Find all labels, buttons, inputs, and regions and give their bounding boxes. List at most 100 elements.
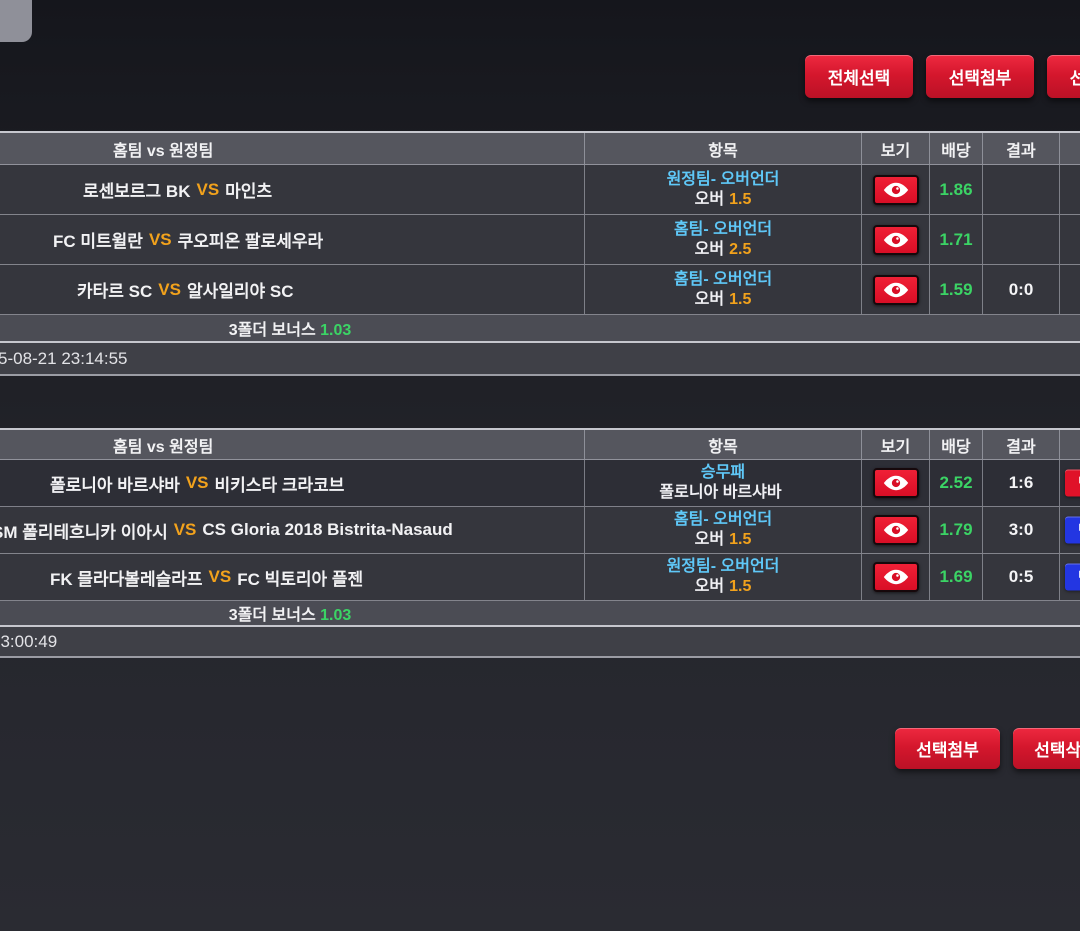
bet-pick: 홈팀- 오버언더 오버 1.5 <box>585 507 862 553</box>
pick-line-label: 오버 <box>694 578 725 595</box>
pick-line-label: 오버 <box>694 190 725 208</box>
view-cell <box>862 265 930 314</box>
result-score: 1:6 <box>983 460 1060 506</box>
pick-type: 승무패 <box>700 464 746 481</box>
home-team: SM 폴리테흐니카 이아시 <box>0 522 168 542</box>
away-team: FC 빅토리아 플젠 <box>237 569 364 589</box>
bonus-value: 1.03 <box>320 322 352 339</box>
view-cell <box>862 460 930 506</box>
bet-pick: 원정팀- 오버언더 오버 1.5 <box>585 554 862 600</box>
bet-pick: 원정팀- 오버언더 오버 1.5 <box>585 165 862 214</box>
screen-corner-fragment <box>0 0 32 42</box>
status-badge-win: 당 <box>1065 516 1080 544</box>
table-row: FK 믈라다볼레슬라프 VS FC 빅토리아 플젠 원정팀- 오버언더 오버 1.… <box>0 554 1080 601</box>
header-odds: 배당 <box>930 133 983 164</box>
view-cell <box>862 554 930 600</box>
home-team: 폴로니아 바르샤바 <box>50 475 180 495</box>
select-all-button[interactable]: 전체선택 <box>805 55 913 98</box>
pick-line-value: 1.5 <box>729 531 752 548</box>
view-button[interactable] <box>872 274 919 305</box>
pick-line-value: 1.5 <box>729 290 752 308</box>
view-button[interactable] <box>872 562 919 592</box>
odds-value: 2.52 <box>930 460 983 506</box>
attach-selection-button[interactable]: 선택첨부 <box>926 55 1034 98</box>
eye-icon <box>883 475 908 491</box>
timestamp-band: 23:00:49 <box>0 627 1080 658</box>
table-row: FC 미트윌란 VS 쿠오피온 팔로세우라 홈팀- 오버언더 오버 2.5 1.7… <box>0 215 1080 265</box>
vs-label: VS <box>196 179 220 199</box>
pick-type: 원정팀- 오버언더 <box>666 170 780 188</box>
away-team: 마인츠 <box>225 182 273 201</box>
bonus-value: 1.03 <box>320 607 352 624</box>
bottom-toolbar: 선택첨부 선택삭제 <box>895 728 1080 769</box>
bonus-row: 3폴더 보너스 1.03 <box>0 315 1080 343</box>
status-cell <box>1060 165 1080 214</box>
pick-type: 홈팀- 오버언더 <box>673 220 773 238</box>
view-cell <box>862 507 930 553</box>
bet-timestamp: 23:00:49 <box>0 631 58 651</box>
pick-line-value: 1.5 <box>729 190 752 208</box>
view-button[interactable] <box>872 515 919 545</box>
header-item: 항목 <box>585 133 862 164</box>
bet-pick: 홈팀- 오버언더 오버 2.5 <box>585 215 862 264</box>
status-cell <box>1060 215 1080 264</box>
delete-selection-button[interactable]: 선택삭제 <box>1047 55 1080 98</box>
status-cell: 당 <box>1060 507 1080 553</box>
home-team: 카타르 SC <box>77 282 153 301</box>
odds-value: 1.71 <box>930 215 983 264</box>
match-teams: FC 미트윌란 VS 쿠오피온 팔로세우라 <box>0 215 585 264</box>
bet-pick: 승무패 폴로니아 바르샤바 <box>585 460 862 506</box>
match-teams: SM 폴리테흐니카 이아시 VS CS Gloria 2018 Bistrita… <box>0 507 585 553</box>
status-cell <box>1060 265 1080 314</box>
attach-selection-button[interactable]: 선택첨부 <box>895 728 1000 769</box>
result-score <box>983 165 1060 214</box>
view-cell <box>862 165 930 214</box>
match-teams: FK 믈라다볼레슬라프 VS FC 빅토리아 플젠 <box>0 554 585 600</box>
away-team: CS Gloria 2018 Bistrita-Nasaud <box>202 520 453 539</box>
odds-value: 1.59 <box>930 265 983 314</box>
delete-selection-button[interactable]: 선택삭제 <box>1013 728 1080 769</box>
result-score: 0:0 <box>983 265 1060 314</box>
eye-icon <box>883 282 908 297</box>
pick-line-label: 오버 <box>694 240 725 258</box>
header-status <box>1060 133 1080 164</box>
vs-label: VS <box>173 520 197 539</box>
vs-label: VS <box>158 279 181 299</box>
view-cell <box>862 215 930 264</box>
header-result: 결과 <box>983 133 1060 164</box>
bonus-label: 3폴더 보너스 <box>228 322 316 339</box>
table-header-row: 홈팀 vs 원정팀 항목 보기 배당 결과 <box>0 430 1080 460</box>
view-button[interactable] <box>872 224 919 255</box>
status-cell: 낙 <box>1060 460 1080 506</box>
away-team: 알사일리야 SC <box>186 282 294 301</box>
table-row: SM 폴리테흐니카 이아시 VS CS Gloria 2018 Bistrita… <box>0 507 1080 554</box>
header-item: 항목 <box>585 430 862 459</box>
odds-value: 1.79 <box>930 507 983 553</box>
bet-slip-table-2: 홈팀 vs 원정팀 항목 보기 배당 결과 폴로니아 바르샤바 VS 비키스타 … <box>0 428 1080 658</box>
header-view: 보기 <box>862 133 930 164</box>
result-score: 0:5 <box>983 554 1060 600</box>
header-teams: 홈팀 vs 원정팀 <box>0 133 585 164</box>
table-header-row: 홈팀 vs 원정팀 항목 보기 배당 결과 <box>0 133 1080 165</box>
header-result: 결과 <box>983 430 1060 459</box>
eye-icon <box>883 232 908 247</box>
away-team: 비키스타 크라코브 <box>214 475 345 495</box>
pick-type: 홈팀- 오버언더 <box>673 511 773 528</box>
vs-label: VS <box>185 473 209 492</box>
home-team: 로센보르그 BK <box>83 182 191 201</box>
status-cell: 당 <box>1060 554 1080 600</box>
pick-line-value: 1.5 <box>729 578 752 595</box>
pick-line-label: 오버 <box>694 531 725 548</box>
home-team: FC 미트윌란 <box>53 232 143 251</box>
table-row: 카타르 SC VS 알사일리야 SC 홈팀- 오버언더 오버 1.5 1.59 0… <box>0 265 1080 315</box>
table-row: 로센보르그 BK VS 마인츠 원정팀- 오버언더 오버 1.5 1.86 <box>0 165 1080 215</box>
status-badge-win: 당 <box>1065 563 1080 591</box>
vs-label: VS <box>148 229 172 249</box>
bonus-row: 3폴더 보너스 1.03 <box>0 601 1080 627</box>
home-team: FK 믈라다볼레슬라프 <box>50 569 203 589</box>
header-status <box>1060 430 1080 459</box>
view-button[interactable] <box>872 174 919 205</box>
odds-value: 1.86 <box>930 165 983 214</box>
view-button[interactable] <box>872 468 919 498</box>
eye-icon <box>883 522 908 538</box>
